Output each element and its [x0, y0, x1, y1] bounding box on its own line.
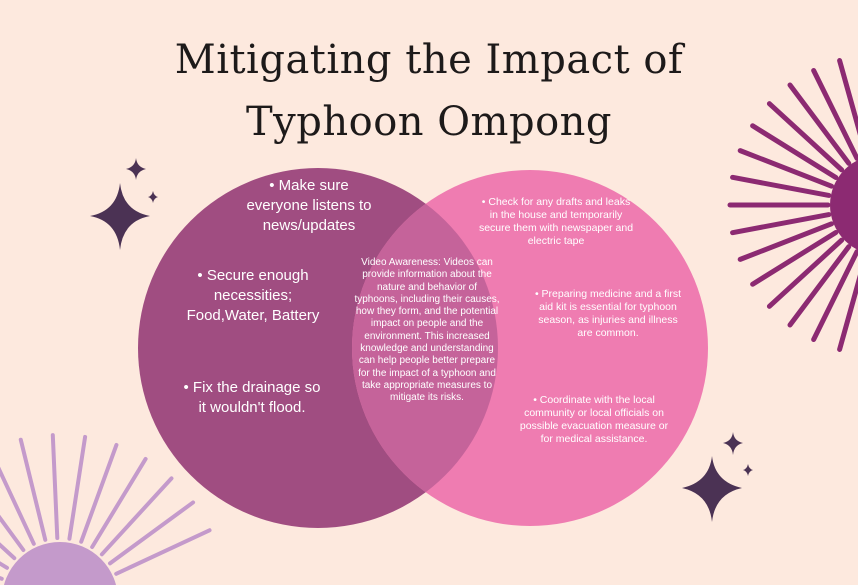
sunburst-ray — [0, 514, 26, 553]
sunburst-ray — [90, 456, 148, 549]
sunburst-ray — [67, 434, 88, 541]
sunburst-ray — [737, 148, 835, 189]
sunburst-ray — [737, 221, 835, 262]
sunburst-icon — [0, 433, 212, 585]
sunburst-ray — [79, 442, 119, 544]
sunburst-core — [3, 542, 117, 585]
sunburst-ray — [837, 274, 858, 352]
sparkle-icon — [682, 432, 753, 522]
right-item-medicine: • Preparing medicine and a first aid kit… — [534, 288, 682, 339]
sunburst-core — [830, 160, 858, 250]
sunburst-ray — [811, 249, 858, 343]
sunburst-ray — [837, 58, 858, 136]
page-title-line-2: Typhoon Ompong — [245, 99, 613, 145]
sunburst-ray — [766, 237, 845, 309]
sunburst-ray — [787, 82, 852, 166]
sunburst-ray — [730, 174, 832, 198]
sunburst-ray — [18, 437, 48, 542]
sunburst-icon — [727, 58, 858, 352]
venn-overlap — [352, 170, 498, 526]
right-item-coordinate: • Coordinate with the local community or… — [519, 394, 669, 445]
right-item-drafts: • Check for any drafts and leaks in the … — [478, 196, 634, 247]
sunburst-ray — [99, 476, 174, 557]
sunburst-ray — [0, 542, 17, 561]
left-item-necessities: • Secure enough necessities; Food,Water,… — [186, 267, 320, 324]
left-item-news: • Make sure everyone listens to news/upd… — [246, 177, 372, 234]
sunburst-ray — [811, 67, 858, 161]
sunburst-ray — [750, 229, 839, 287]
sunburst-ray — [750, 123, 839, 181]
sunburst-ray — [0, 466, 36, 546]
center-video-awareness: Video Awareness: Videos can provide info… — [354, 257, 500, 404]
sunburst-ray — [107, 500, 196, 566]
sparkle-icon — [90, 158, 158, 250]
left-item-drainage: • Fix the drainage so it wouldn't flood. — [183, 379, 321, 416]
sunburst-ray — [787, 244, 852, 328]
sunburst-ray — [114, 528, 212, 576]
sunburst-ray — [766, 101, 845, 173]
page-title-line-1: Mitigating the Impact of — [174, 37, 684, 83]
sunburst-ray — [50, 433, 60, 541]
sunburst-ray — [730, 212, 832, 236]
